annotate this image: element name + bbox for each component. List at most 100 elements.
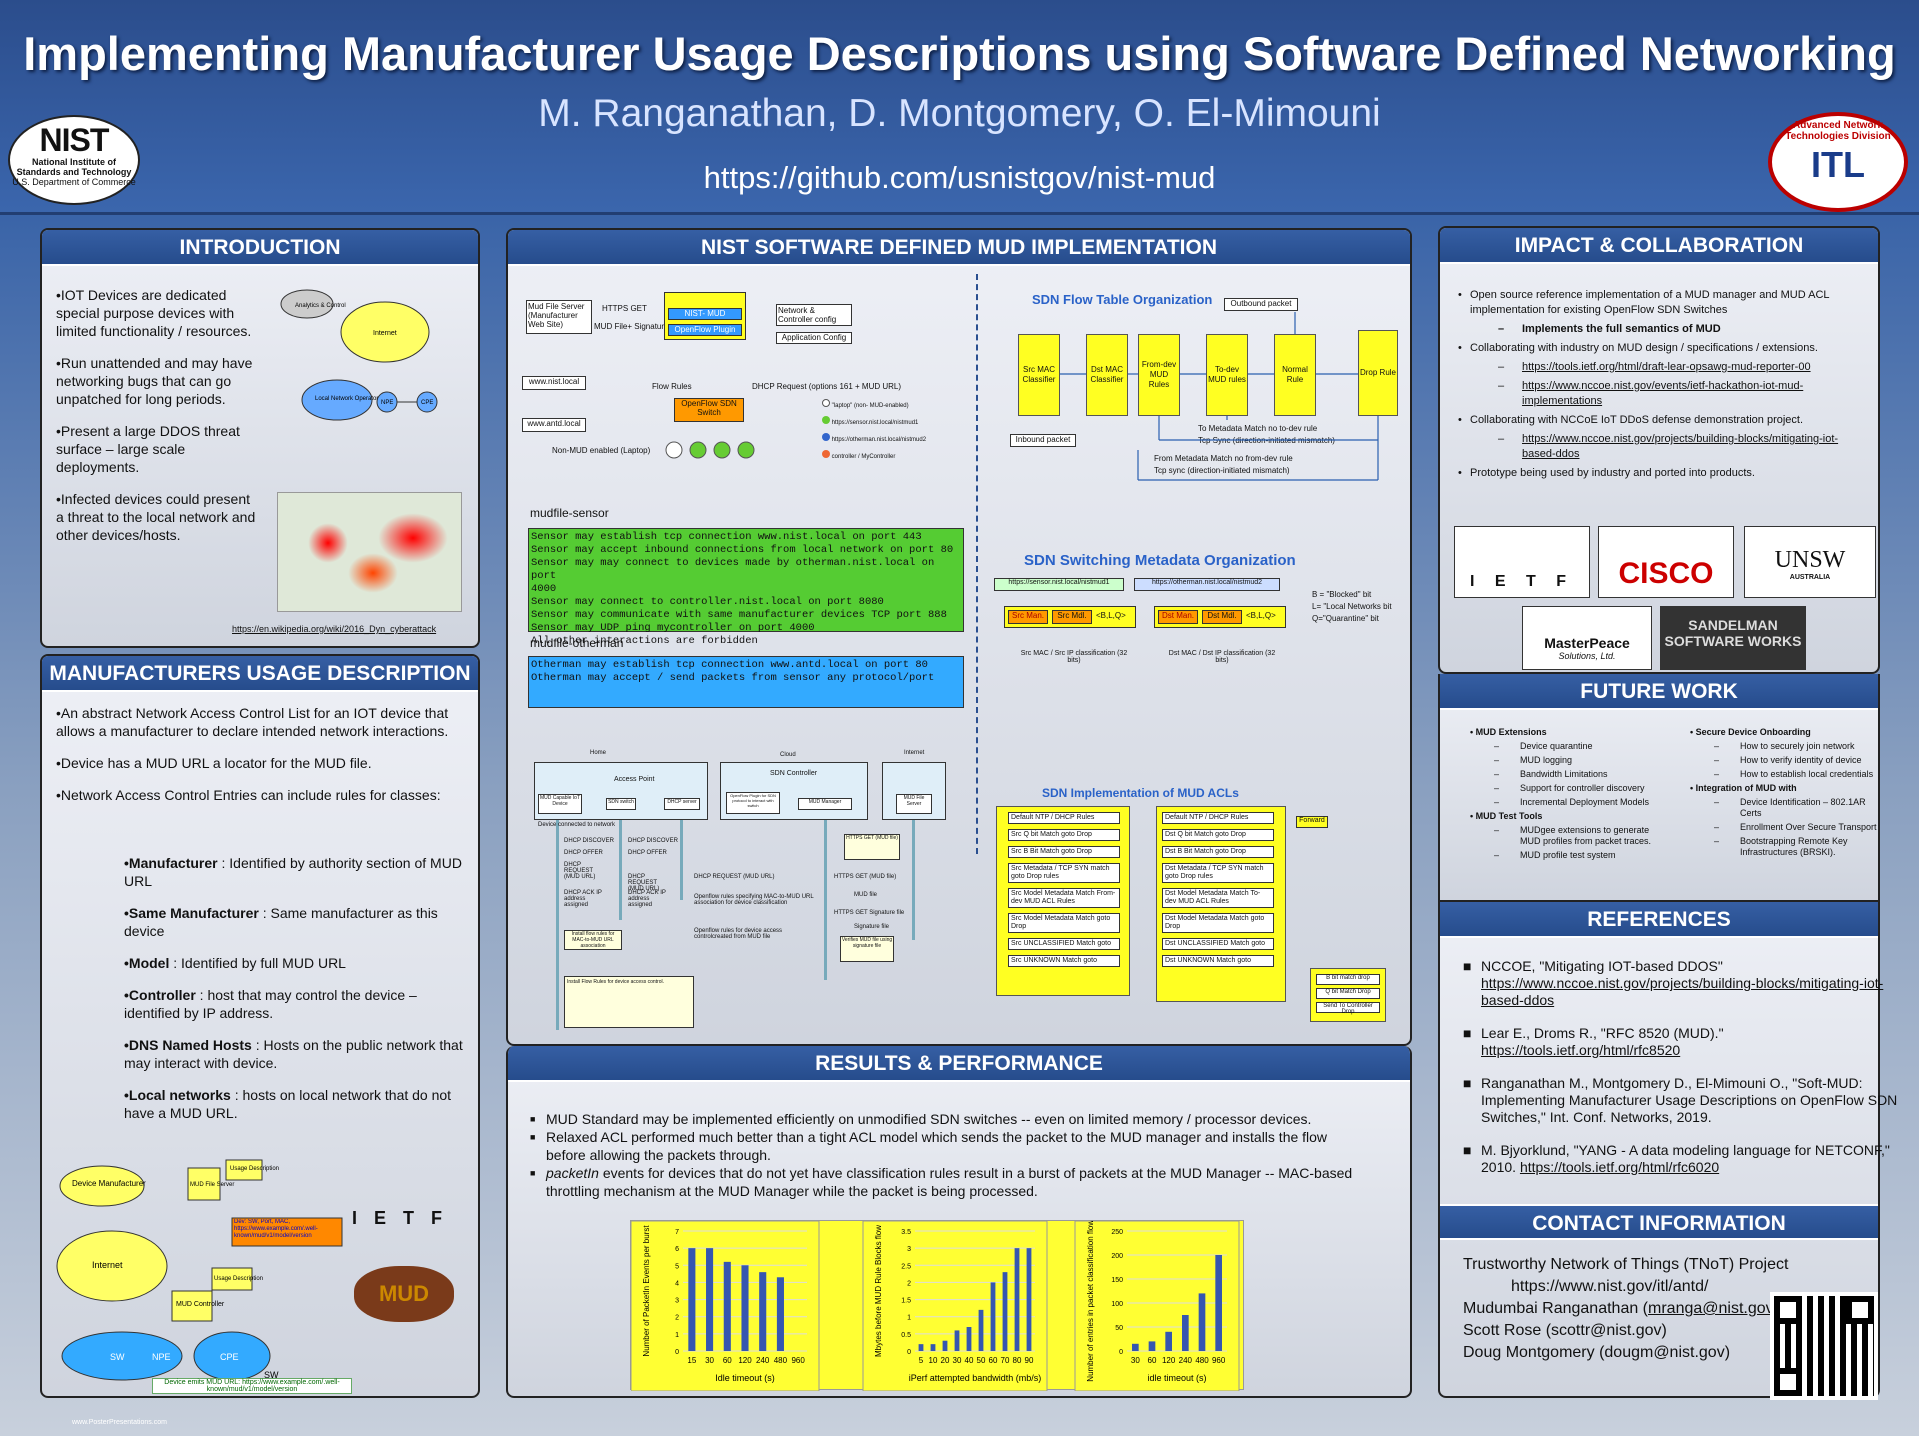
bar bbox=[954, 1330, 960, 1351]
sequence-diagram: Home Cloud Internet Access Point SDN Con… bbox=[534, 750, 964, 1038]
repo-url[interactable]: https://github.com/usnistgov/nist-mud bbox=[703, 160, 1216, 195]
y-tick-label: 2.5 bbox=[901, 1263, 911, 1270]
future-item: – Bootstrapping Remote Key Infrastructure… bbox=[1714, 836, 1848, 857]
acl-rule: Src UNKNOWN Match goto bbox=[1008, 955, 1120, 967]
references-heading: REFERENCES bbox=[1440, 902, 1878, 938]
bar bbox=[1198, 1293, 1206, 1351]
impact-item: • Collaborating with industry on MUD desi… bbox=[1458, 342, 1818, 354]
impact-link[interactable]: – https://tools.ietf.org/html/draft-lear-… bbox=[1498, 361, 1811, 373]
acl-rule: Dst Model Metadata Match To-dev MUD ACL … bbox=[1162, 888, 1274, 908]
y-tick-label: 200 bbox=[1111, 1253, 1123, 1260]
x-tick-label: 960 bbox=[791, 1356, 805, 1365]
footer-credit: www.PosterPresentations.com bbox=[72, 1419, 167, 1426]
x-tick-label: 15 bbox=[687, 1356, 696, 1365]
x-tick-label: 60 bbox=[1148, 1356, 1157, 1365]
x-axis-label: Idle timeout (s) bbox=[715, 1373, 775, 1383]
acl-rule: Src Metadata / TCP SYN match goto Drop r… bbox=[1008, 863, 1120, 883]
x-tick-label: 960 bbox=[1212, 1356, 1226, 1365]
impact-subitem: – Implements the full semantics of MUD bbox=[1498, 323, 1721, 335]
y-tick-label: 50 bbox=[1115, 1325, 1123, 1332]
bar bbox=[1014, 1248, 1020, 1351]
bar bbox=[1182, 1315, 1189, 1351]
reference-link[interactable]: https://tools.ietf.org/html/rfc6020 bbox=[1519, 1159, 1720, 1175]
future-panel: FUTURE WORK • MUD Extensions – Device quar… bbox=[1438, 674, 1880, 902]
future-item: – Incremental Deployment Models bbox=[1494, 797, 1650, 807]
reference-link[interactable]: https://tools.ietf.org/html/rfc8520 bbox=[1481, 1042, 1681, 1058]
x-tick-label: 90 bbox=[1025, 1356, 1034, 1365]
otherman-mudfile: Otherman may establish tcp connection ww… bbox=[528, 656, 964, 708]
intro-bullets: •IOT Devices are dedicated special purpo… bbox=[56, 287, 256, 543]
future-heading-item: • Secure Device Onboarding bbox=[1690, 727, 1811, 737]
acl-rule: Src Q bit Match goto Drop bbox=[1008, 829, 1120, 841]
x-tick-label: 60 bbox=[723, 1356, 732, 1365]
x-axis-label: iPerf attempted bandwidth (mb/s) bbox=[909, 1373, 1042, 1383]
future-item: – Enrollment Over Secure Transport bbox=[1714, 822, 1877, 832]
chart-panel bbox=[1074, 1221, 1240, 1391]
y-tick-label: 2 bbox=[675, 1315, 679, 1322]
dyn-attack-link[interactable]: https://en.wikipedia.org/wiki/2016_Dyn_c… bbox=[232, 624, 437, 634]
results-heading: RESULTS & PERFORMANCE bbox=[508, 1046, 1410, 1082]
bar bbox=[930, 1344, 936, 1351]
y-tick-label: 3.5 bbox=[901, 1229, 911, 1236]
acl-rule: Dst UNKNOWN Match goto bbox=[1162, 955, 1274, 967]
impact-item: • Prototype being used by industry and po… bbox=[1458, 467, 1755, 479]
svg-text:MUD File Server: MUD File Server bbox=[190, 1182, 234, 1188]
svg-text:Usage Description: Usage Description bbox=[214, 1276, 263, 1282]
poster-title: Implementing Manufacturer Usage Descript… bbox=[23, 27, 1896, 80]
x-tick-label: 480 bbox=[774, 1356, 788, 1365]
bar bbox=[1165, 1331, 1172, 1351]
references-list: ■ NCCOE, "Mitigating IOT-based DDOS" https… bbox=[1463, 958, 1903, 1192]
implementation-heading: NIST SOFTWARE DEFINED MUD IMPLEMENTATION bbox=[508, 230, 1410, 266]
future-item: – How to establish local credentials bbox=[1714, 769, 1874, 779]
contact-info: Trustworthy Network of Things (TNoT) Pro… bbox=[1463, 1256, 1789, 1361]
mud-bullets: •An abstract Network Access Control List… bbox=[56, 705, 449, 803]
y-tick-label: 0 bbox=[1119, 1349, 1123, 1356]
flow-table-title: SDN Flow Table Organization bbox=[1032, 292, 1213, 307]
x-tick-label: 240 bbox=[1179, 1356, 1193, 1365]
svg-text:Internet: Internet bbox=[92, 1260, 123, 1270]
bar bbox=[1026, 1248, 1032, 1351]
impact-link[interactable]: – https://www.nccoe.nist.gov/projects/bui… bbox=[1498, 433, 1839, 460]
y-tick-label: 3 bbox=[675, 1298, 679, 1305]
bar bbox=[942, 1340, 948, 1351]
bar bbox=[990, 1282, 996, 1351]
y-tick-label: 5 bbox=[675, 1263, 679, 1270]
bar bbox=[706, 1248, 714, 1351]
x-tick-label: 120 bbox=[738, 1356, 752, 1365]
impact-panel: IMPACT & COLLABORATION • Open source refe… bbox=[1438, 226, 1880, 674]
y-axis-label: Number of entries in packet classificati… bbox=[1086, 1221, 1095, 1382]
y-tick-label: 100 bbox=[1111, 1301, 1123, 1308]
reference-link[interactable]: https://www.nccoe.nist.gov/projects/buil… bbox=[1481, 975, 1884, 1008]
bar bbox=[1132, 1343, 1139, 1351]
bar bbox=[1215, 1255, 1222, 1351]
future-heading-item: • Integration of MUD with bbox=[1690, 783, 1797, 793]
future-item: – Support for controller discovery bbox=[1494, 783, 1645, 793]
divider bbox=[976, 274, 978, 854]
impact-heading: IMPACT & COLLABORATION bbox=[1440, 228, 1878, 264]
svg-text:SW: SW bbox=[110, 1352, 125, 1362]
acl-rule: Default NTP / DHCP Rules bbox=[1162, 812, 1274, 824]
svg-text:CPE: CPE bbox=[421, 400, 433, 406]
y-tick-label: 150 bbox=[1111, 1277, 1123, 1284]
implementation-panel: NIST SOFTWARE DEFINED MUD IMPLEMENTATION… bbox=[506, 228, 1412, 1046]
mud-url-caption: Device emits MUD URL: https://www.exampl… bbox=[152, 1378, 352, 1394]
y-tick-label: 7 bbox=[675, 1229, 679, 1236]
impact-link[interactable]: – https://www.nccoe.nist.gov/events/ietf-… bbox=[1498, 380, 1804, 407]
x-tick-label: 5 bbox=[919, 1356, 924, 1365]
x-tick-label: 30 bbox=[1131, 1356, 1140, 1365]
acl-diagram: Default NTP / DHCP Rules Src Q bit Match … bbox=[996, 806, 1406, 1042]
chart-packetin: 0 1 2 3 4 5 6 7 15 30 60 120 240 480 960 Idle timeout (… bbox=[630, 1220, 1244, 1391]
y-tick-label: 0 bbox=[907, 1349, 911, 1356]
bar bbox=[741, 1265, 749, 1351]
introduction-heading: INTRODUCTION bbox=[42, 230, 478, 266]
acl-rule: Dst B Bit Match goto Drop bbox=[1162, 846, 1274, 858]
sensor-mudfile: Sensor may establish tcp connection www.… bbox=[528, 528, 964, 647]
flow-table-diagram: Src MAC Classifier Dst MAC Classifier Fr… bbox=[998, 290, 1408, 490]
qr-code[interactable] bbox=[1770, 1292, 1878, 1400]
svg-text:Usage Description: Usage Description bbox=[230, 1166, 279, 1172]
chart-panel bbox=[862, 1221, 1048, 1391]
y-tick-label: 3 bbox=[907, 1246, 911, 1253]
acl-title: SDN Implementation of MUD ACLs bbox=[1042, 786, 1239, 800]
ietf-logo: I E T F bbox=[352, 1208, 448, 1228]
acl-rule: Dst Metadata / TCP SYN match goto Drop r… bbox=[1162, 863, 1274, 883]
